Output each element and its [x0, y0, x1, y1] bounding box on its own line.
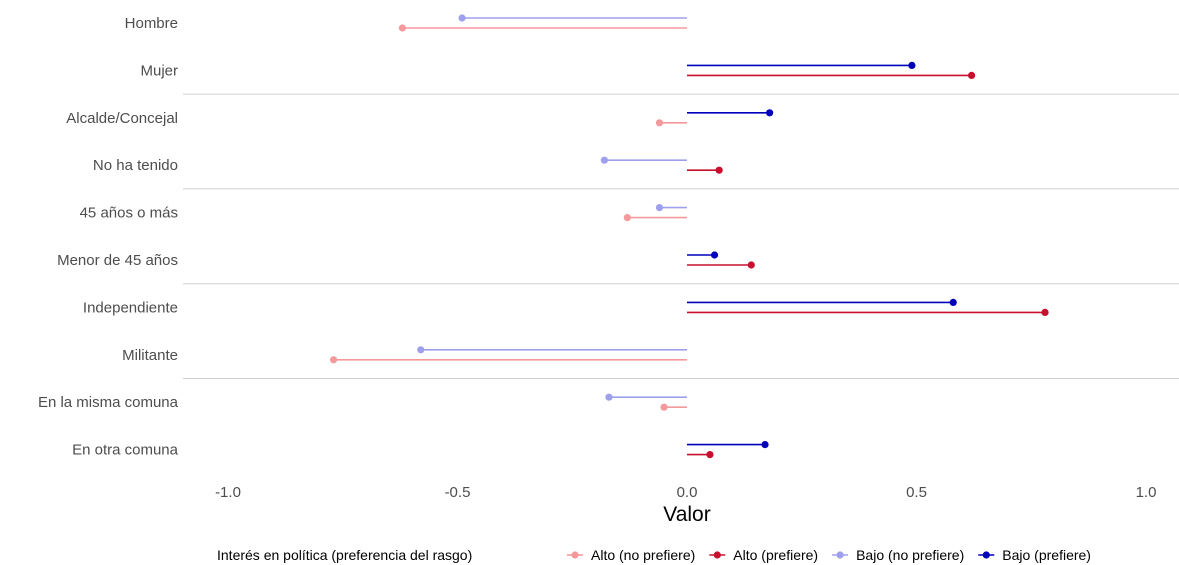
data-marks: [329, 14, 1049, 459]
category-label-en-otra-comuna: En otra comuna: [72, 442, 179, 459]
x-tick-label: 0.0: [677, 484, 698, 501]
category-label-menor-de-45-anos: Menor de 45 años: [57, 252, 178, 269]
x-tick-label: 1.0: [1136, 484, 1157, 501]
mark-bajo-prefiere-en-otra-comuna-point: [761, 441, 769, 449]
mark-alto-prefiere-independiente-point: [1041, 308, 1049, 316]
mark-bajo-no-prefiere-hombre-point: [458, 14, 466, 22]
category-label-hombre: Hombre: [125, 15, 178, 32]
x-tick-label: -0.5: [445, 484, 471, 501]
x-tick-label: -1.0: [215, 484, 241, 501]
mark-bajo-prefiere-alcalde-concejal-point: [766, 109, 774, 117]
mark-alto-no-prefiere-en-la-misma-comuna-point: [660, 403, 668, 411]
mark-bajo-no-prefiere-militante-point: [417, 346, 425, 354]
category-label-45-anos-o-mas: 45 años o más: [80, 205, 178, 222]
legend-key-point-bajo-prefiere: [982, 551, 990, 559]
legend-key-point-alto-no-prefiere: [571, 551, 579, 559]
group-separators: [183, 93, 1179, 379]
legend-key-point-bajo-no-prefiere: [836, 551, 844, 559]
mark-bajo-prefiere-menor-de-45-anos-point: [710, 251, 719, 259]
mark-alto-prefiere-menor-de-45-anos-point: [747, 261, 755, 269]
category-label-alcalde-concejal: Alcalde/Concejal: [66, 110, 178, 127]
mark-alto-no-prefiere-45-anos-o-mas-point: [623, 214, 631, 222]
category-label-independiente: Independiente: [83, 299, 178, 316]
mark-alto-no-prefiere-alcalde-concejal-point: [655, 119, 664, 127]
legend-title: Interés en política (preferencia del ras…: [217, 547, 472, 563]
mark-alto-prefiere-mujer-point: [967, 71, 976, 79]
mark-bajo-no-prefiere-no-ha-tenido-point: [600, 156, 608, 164]
legend-entry-alto-prefiere: Alto (prefiere): [733, 547, 818, 563]
category-label-militante: Militante: [122, 347, 178, 364]
legend-entry-alto-no-prefiere: Alto (no prefiere): [591, 547, 695, 563]
legend-entry-bajo-no-prefiere: Bajo (no prefiere): [856, 547, 964, 563]
mark-alto-no-prefiere-hombre-point: [398, 24, 407, 32]
legend: Interés en política (preferencia del ras…: [217, 547, 1091, 563]
mark-alto-no-prefiere-militante-point: [329, 356, 338, 364]
x-axis-title: Valor: [663, 503, 710, 526]
x-tick-label: 0.5: [906, 484, 927, 501]
category-labels: Hombre Mujer Alcalde/Concejal No ha tenido 4…: [38, 15, 179, 459]
category-label-no-ha-tenido: No ha tenido: [93, 157, 178, 174]
category-label-mujer: Mujer: [140, 62, 178, 79]
mark-bajo-prefiere-mujer-point: [908, 61, 916, 69]
category-label-en-la-misma-comuna: En la misma comuna: [38, 394, 179, 411]
mark-bajo-no-prefiere-45-anos-o-mas-point: [655, 204, 664, 212]
mark-alto-prefiere-en-otra-comuna-point: [706, 451, 714, 459]
mark-bajo-no-prefiere-en-la-misma-comuna-point: [605, 393, 613, 401]
legend-key-point-alto-prefiere: [713, 551, 721, 559]
legend-entry-bajo-prefiere: Bajo (prefiere): [1002, 547, 1091, 563]
x-tick-labels: -1.0 -0.5 0.0 0.5 1.0: [215, 484, 1156, 501]
mark-alto-prefiere-no-ha-tenido-point: [715, 166, 723, 174]
mark-bajo-prefiere-independiente-point: [949, 298, 957, 306]
